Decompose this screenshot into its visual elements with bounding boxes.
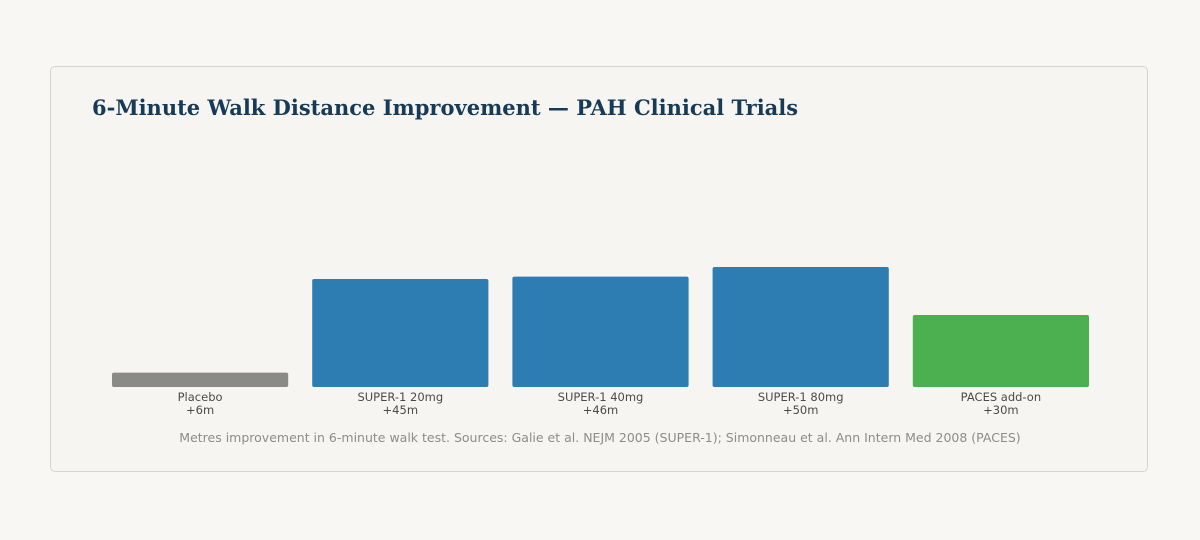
bar-4	[912, 315, 1089, 387]
bar-3	[712, 267, 889, 387]
bar-0	[112, 372, 289, 387]
bar-2	[512, 276, 689, 387]
category-label-2: SUPER-1 40mg	[558, 390, 644, 404]
value-label-2: +46m	[583, 403, 618, 417]
category-label-0: Placebo	[178, 390, 223, 404]
chart-card: 6-Minute Walk Distance Improvement — PAH…	[50, 66, 1148, 472]
category-label-1: SUPER-1 20mg	[357, 390, 443, 404]
category-label-3: SUPER-1 80mg	[758, 390, 844, 404]
source-note: Metres improvement in 6-minute walk test…	[179, 430, 1021, 445]
value-label-3: +50m	[783, 403, 818, 417]
bar-1	[312, 279, 489, 387]
category-label-4: PACES add-on	[961, 390, 1041, 404]
chart-title: 6-Minute Walk Distance Improvement — PAH…	[92, 95, 799, 120]
value-label-4: +30m	[983, 403, 1018, 417]
value-label-0: +6m	[186, 403, 214, 417]
bar-chart: Placebo+6m SUPER-1 20mg+45m SUPER-1 40mg+4…	[112, 267, 1089, 417]
value-label-1: +45m	[383, 403, 418, 417]
